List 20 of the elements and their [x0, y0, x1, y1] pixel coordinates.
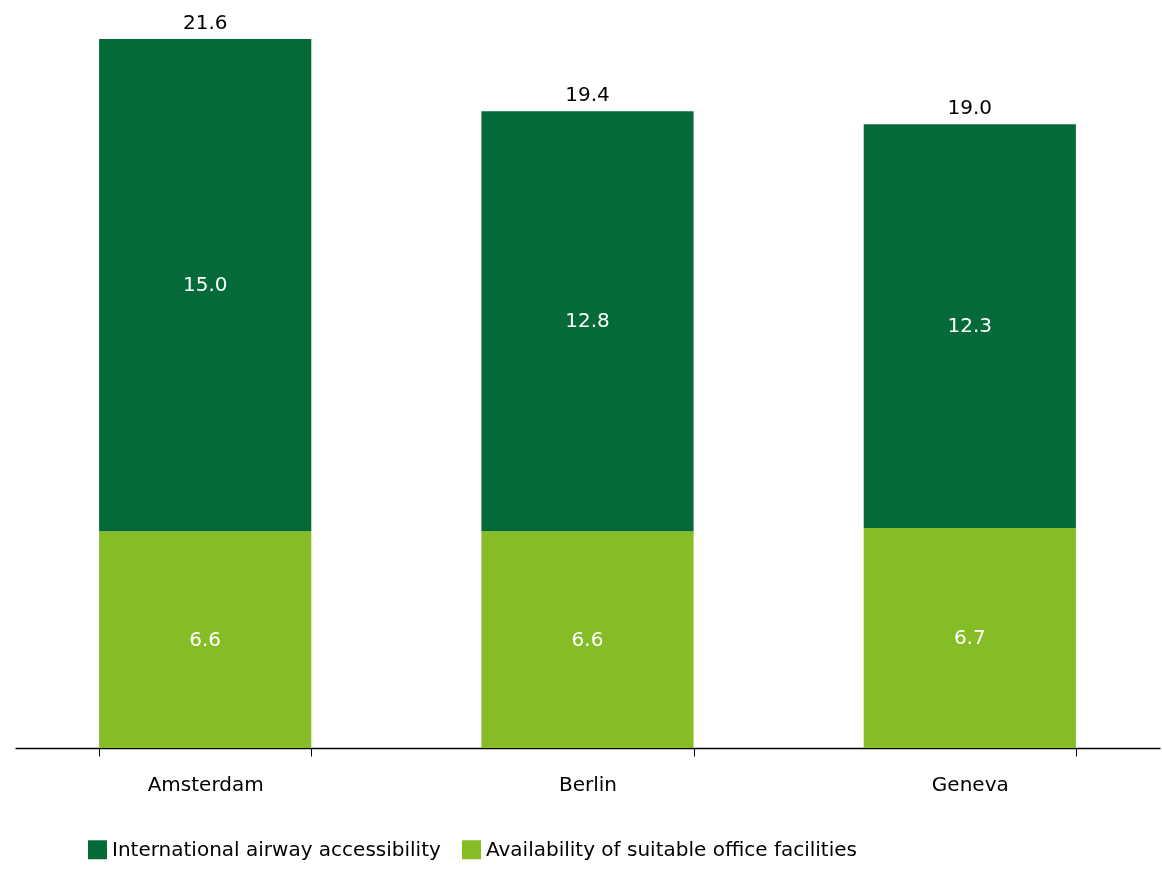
data-label: 6.6 [571, 626, 604, 651]
x-tick-label: Berlin [558, 771, 618, 796]
bar [863, 528, 1076, 748]
data-label: 12.8 [565, 308, 610, 333]
data-label: 6.6 [189, 626, 222, 651]
bar [99, 531, 312, 748]
data-label: 15.0 [182, 272, 228, 297]
bar [99, 39, 312, 532]
x-tick-label: Amsterdam [147, 771, 264, 796]
legend-label: International airway accessibility [112, 836, 441, 861]
data-label: 12.3 [947, 313, 993, 338]
bar [481, 531, 694, 748]
total-label: 19.4 [565, 82, 610, 107]
legend-label: Availability of suitable office facilities [486, 836, 857, 861]
x-tick-label: Geneva [931, 771, 1009, 796]
data-label: 6.7 [953, 625, 986, 650]
bar [863, 124, 1076, 529]
total-label: 19.0 [947, 95, 993, 120]
total-label: 21.6 [182, 10, 228, 34]
bar [481, 111, 694, 532]
